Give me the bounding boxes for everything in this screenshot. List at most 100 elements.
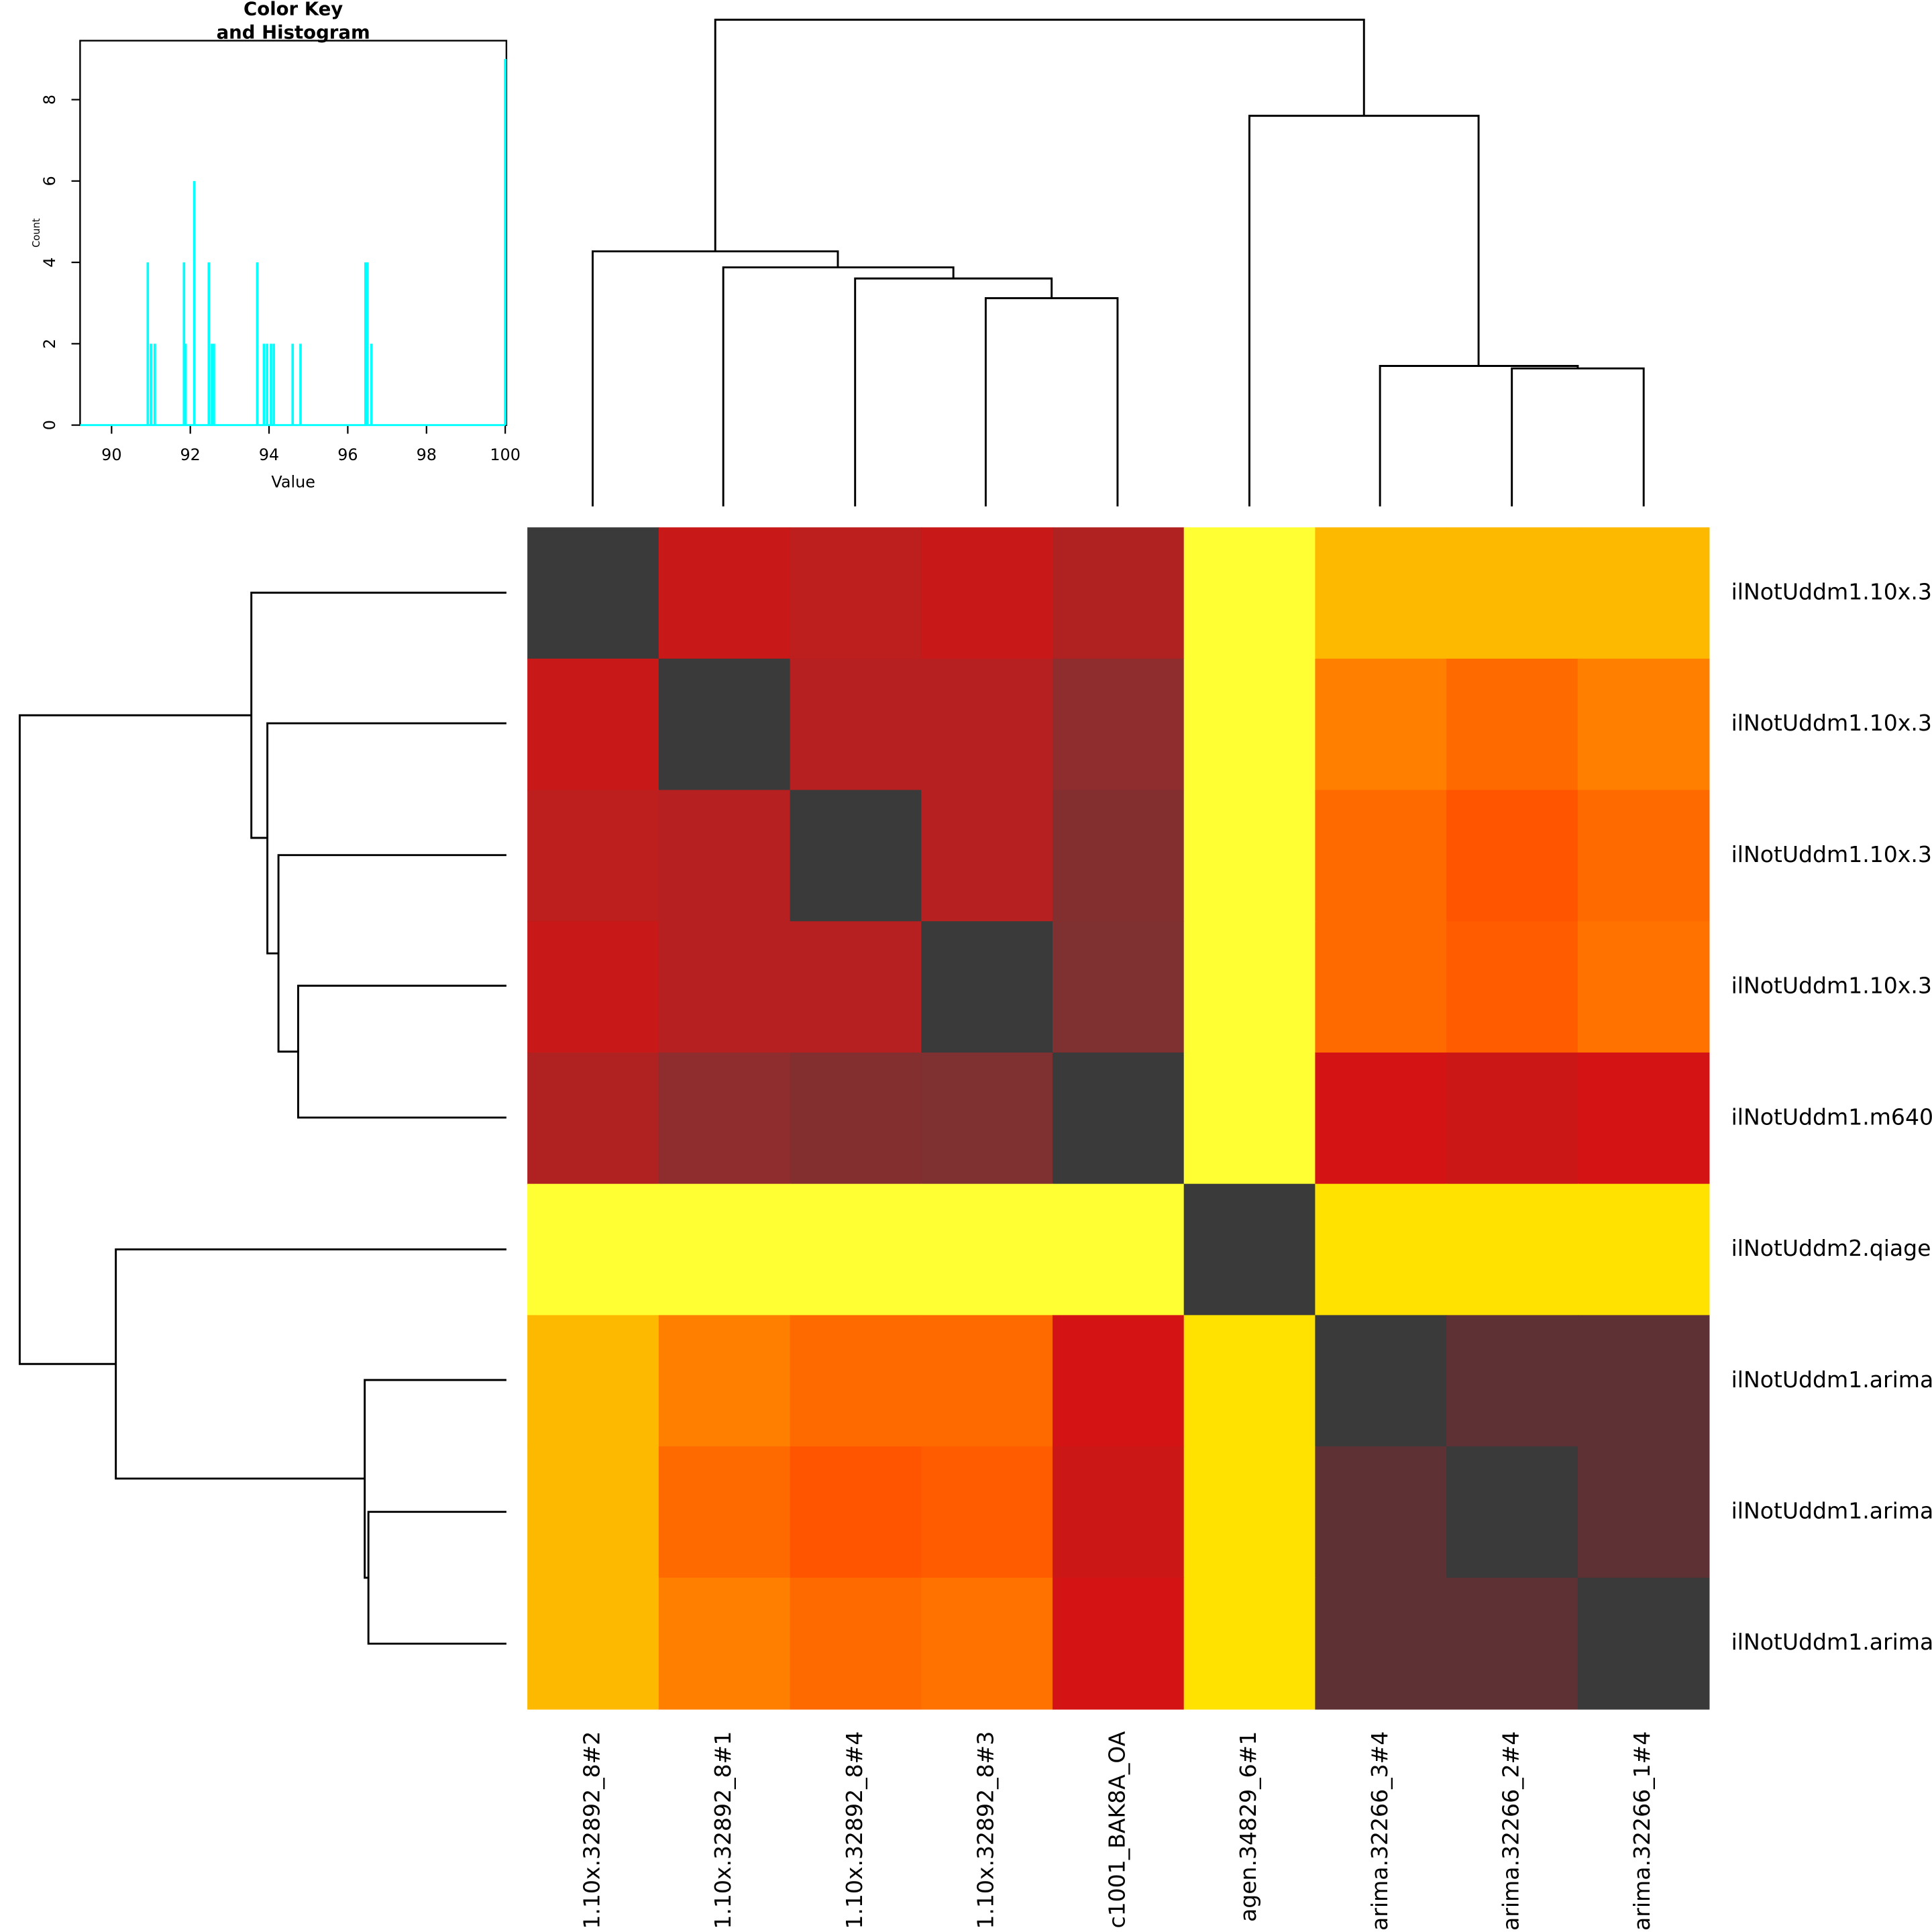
heatmap-cell [1315, 1315, 1448, 1448]
y-axis-label: Count [31, 218, 42, 248]
heatmap-cell [1446, 1577, 1578, 1710]
heatmap-cell [527, 790, 659, 922]
heatmap-cell [1577, 1052, 1710, 1185]
heatmap-cell [921, 1577, 1053, 1710]
heatmap-cell [1315, 658, 1448, 791]
x-axis-label: Value [271, 473, 315, 492]
heatmap-cell [527, 658, 659, 791]
x-tick-label: 94 [259, 445, 279, 464]
heatmap-cell [1577, 527, 1710, 659]
heatmap-cell [790, 527, 922, 659]
heatmap-cell [1315, 1446, 1448, 1578]
heatmap-cell [1052, 1446, 1185, 1578]
heatmap-cell [1052, 1577, 1185, 1710]
heatmap-cell [1052, 527, 1185, 659]
heatmap-cell [790, 790, 922, 922]
heatmap-cell [1183, 1183, 1316, 1316]
heatmap-cell [1052, 1052, 1185, 1185]
x-tick-label: 96 [337, 445, 358, 464]
heatmap-cell [1315, 790, 1448, 922]
heatmap-cell [1577, 658, 1710, 791]
heatmap-cell [1183, 1446, 1316, 1578]
heatmap-cell [658, 1052, 791, 1185]
heatmap-cell [1315, 1052, 1448, 1185]
column-label: agen.34829_6#1 [1235, 1731, 1261, 1922]
heatmap-cell [658, 1577, 791, 1710]
heatmap-cell [1446, 790, 1578, 922]
row-label: ilNotUddm1.arima [1731, 1366, 1932, 1393]
x-tick-label: 98 [417, 445, 437, 464]
heatmap-cell [1446, 1446, 1578, 1578]
heatmap-cell [790, 1052, 922, 1185]
heatmap-cell [658, 658, 791, 791]
heatmap-cell [790, 1183, 922, 1316]
y-tick-label: 0 [40, 420, 59, 430]
y-tick-label: 8 [40, 95, 59, 105]
histogram-title: Color Key [244, 0, 343, 20]
heatmap-cell [658, 921, 791, 1053]
heatmap-cell [921, 658, 1053, 791]
heatmap-cell [1183, 921, 1316, 1053]
heatmap-cell [1315, 527, 1448, 659]
x-tick-label: 92 [180, 445, 201, 464]
heatmap-cell [527, 527, 659, 659]
heatmap-cell [790, 658, 922, 791]
column-label: arima.32266_2#4 [1497, 1731, 1523, 1931]
heatmap-cell [1052, 921, 1185, 1053]
heatmap-cell [1577, 921, 1710, 1053]
column-label: c1001_BAK8A_OA [1104, 1731, 1130, 1928]
histogram-title: and Histogram [217, 22, 370, 44]
column-label: 1.10x.32892_8#4 [841, 1731, 867, 1929]
heatmap-cell [1446, 921, 1578, 1053]
column-label: 1.10x.32892_8#2 [578, 1731, 604, 1929]
heatmap-cell [790, 1315, 922, 1448]
heatmap-cell [1446, 1052, 1578, 1185]
x-tick-label: 100 [490, 445, 521, 464]
row-label: ilNotUddm1.10x.3 [1731, 973, 1932, 999]
x-tick-label: 90 [101, 445, 121, 464]
heatmap-cell [658, 790, 791, 922]
column-label: arima.32266_3#4 [1366, 1731, 1393, 1931]
y-tick-label: 4 [40, 258, 59, 268]
heatmap-cell [921, 1052, 1053, 1185]
heatmap-cell [1183, 1315, 1316, 1448]
heatmap-cell [921, 527, 1053, 659]
heatmap-cell [921, 1183, 1053, 1316]
row-dendrogram [18, 592, 506, 1645]
heatmap-cell [527, 1577, 659, 1710]
heatmap-cell [921, 921, 1053, 1053]
row-label: ilNotUddm1.10x.3 [1731, 710, 1932, 736]
column-label: 1.10x.32892_8#1 [710, 1731, 736, 1929]
y-tick-label: 6 [40, 176, 59, 186]
heatmap-cell [1446, 1315, 1578, 1448]
heatmap-cell [1577, 1315, 1710, 1448]
heatmap-cell [1315, 921, 1448, 1053]
heatmap-cell [1052, 1183, 1185, 1316]
heatmap-cell [1446, 1183, 1578, 1316]
heatmap-cell [1052, 658, 1185, 791]
row-label: ilNotUddm1.m640 [1731, 1104, 1932, 1130]
row-label: ilNotUddm1.10x.3 [1731, 578, 1932, 604]
heatmap-cell [1446, 658, 1578, 791]
heatmap-cell [658, 1315, 791, 1448]
heatmap-cell [1052, 1315, 1185, 1448]
heatmap-cell [1577, 1577, 1710, 1710]
heatmap-cell [1315, 1183, 1448, 1316]
heatmap-cell [658, 1183, 791, 1316]
heatmap-cell [1577, 1446, 1710, 1578]
heatmap-cell [527, 1315, 659, 1448]
heatmap-cell [1446, 527, 1578, 659]
heatmap-cell [790, 1577, 922, 1710]
heatmap-cell [921, 1315, 1053, 1448]
heatmap-cell [658, 527, 791, 659]
heatmap-cell [527, 1183, 659, 1316]
heatmap-cell [658, 1446, 791, 1578]
heatmap-cell [1315, 1577, 1448, 1710]
column-label: 1.10x.32892_8#3 [973, 1731, 999, 1929]
heatmap-cell [1183, 1577, 1316, 1710]
heatmap-cell [1183, 527, 1316, 659]
heatmap-cell [1183, 1052, 1316, 1185]
heatmap-cell [527, 1052, 659, 1185]
